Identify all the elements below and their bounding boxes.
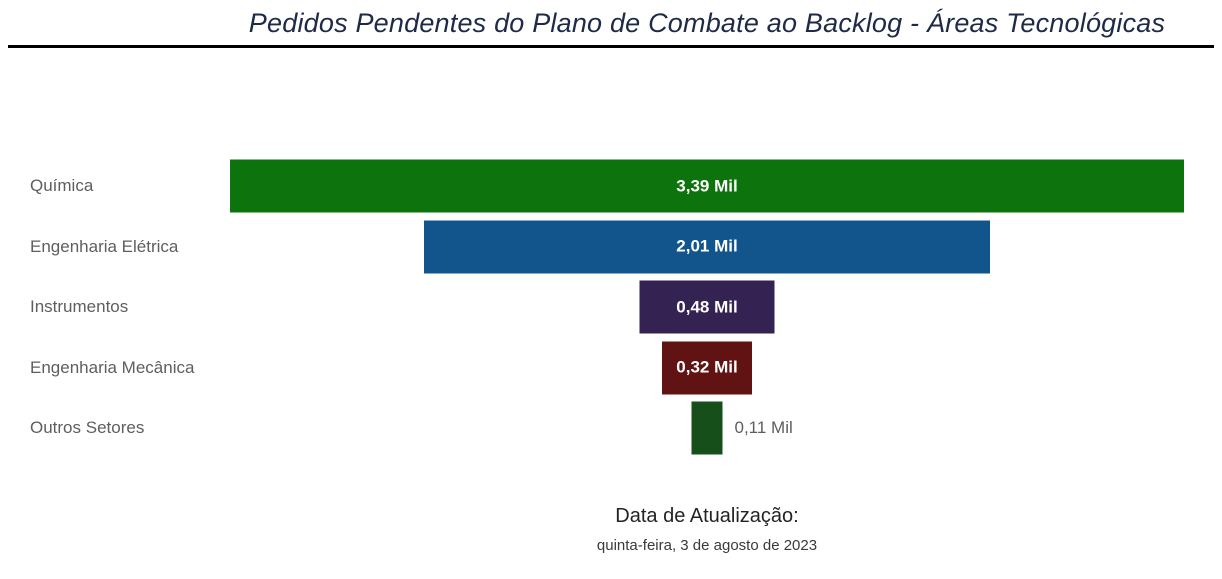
funnel-chart: Química 3,39 Mil Engenharia Elétrica 2,01 M…: [0, 156, 1222, 459]
plot-area: 3,39 Mil: [230, 156, 1184, 217]
funnel-bar[interactable]: 3,39 Mil: [230, 159, 1184, 213]
category-label: Instrumentos: [30, 297, 129, 317]
funnel-row-4: Engenharia Mecânica 0,32 Mil: [0, 338, 1222, 399]
category-label: Engenharia Elétrica: [30, 236, 179, 256]
update-date: quinta-feira, 3 de agosto de 2023: [596, 536, 818, 554]
funnel-bar[interactable]: 0,32 Mil: [662, 341, 752, 395]
plot-area: 0,11 Mil: [230, 398, 1184, 459]
funnel-row-1: Química 3,39 Mil: [0, 156, 1222, 217]
bar-value-label: 3,39 Mil: [676, 176, 738, 196]
funnel-bar[interactable]: 0,48 Mil: [639, 280, 775, 334]
bar-value-label-outside: 0,11 Mil: [734, 418, 793, 438]
bar-value-label: 2,01 Mil: [676, 236, 738, 256]
funnel-row-3: Instrumentos 0,48 Mil: [0, 277, 1222, 338]
title-underline: [8, 45, 1214, 48]
category-label: Química: [30, 176, 94, 196]
footer: Data de Atualização: quinta-feira, 3 de …: [0, 505, 1222, 554]
funnel-row-2: Engenharia Elétrica 2,01 Mil: [0, 217, 1222, 278]
funnel-bar[interactable]: 2,01 Mil: [424, 220, 990, 274]
plot-area: 0,32 Mil: [230, 338, 1184, 399]
bar-value-label: 0,48 Mil: [676, 297, 738, 317]
plot-area: 2,01 Mil: [230, 217, 1184, 278]
funnel-row-5: Outros Setores 0,11 Mil: [0, 398, 1222, 459]
category-label: Engenharia Mecânica: [30, 357, 195, 377]
chart-title: Pedidos Pendentes do Plano de Combate ao…: [248, 8, 1166, 38]
category-label: Outros Setores: [30, 418, 145, 438]
funnel-bar[interactable]: [691, 401, 723, 455]
plot-area: 0,48 Mil: [230, 277, 1184, 338]
bar-value-label: 0,32 Mil: [676, 357, 738, 377]
update-label: Data de Atualização:: [615, 504, 799, 527]
